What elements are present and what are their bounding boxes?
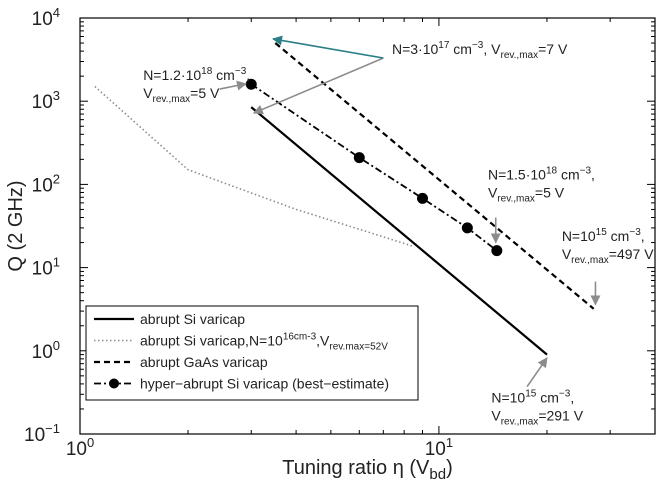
data-point [245, 78, 257, 90]
legend-label-3: abrupt GaAs varicap [140, 354, 268, 370]
y-tick-label: 102 [32, 171, 60, 196]
series-group [94, 42, 595, 356]
series-line-3 [274, 42, 595, 310]
legend-box [85, 305, 419, 401]
series-line-1 [250, 106, 548, 356]
annotation-2: N=3·1017 cm−3, Vrev.,max=7 V [392, 40, 568, 61]
y-tick-label: 10−1 [24, 421, 60, 446]
y-tick-label: 101 [32, 255, 60, 280]
annotations-group: N=1.2·1018 cm−3, Vrev.,max=5 V N=3·1017 cm… [143, 35, 654, 427]
data-point [491, 245, 503, 257]
y-tick-label: 104 [32, 5, 60, 30]
data-point [416, 192, 428, 204]
x-axis-label: Tuning ratio η (Vbd) [282, 457, 452, 480]
annotation-3: N=1.5·1018 cm−3, Vrev.,max=5 V [488, 165, 595, 204]
annotation-4: N=1015 cm−3, Vrev.,max=497 V [562, 227, 654, 266]
annotation-arrow [272, 35, 384, 59]
plot-area [79, 17, 656, 435]
legend-label-1: abrupt Si varicap [140, 311, 245, 327]
annotation-1: N=1.2·1018 cm−3, Vrev.,max=5 V [143, 66, 250, 105]
data-point [353, 152, 365, 164]
x-tick-label: 101 [425, 435, 453, 460]
annotation-arrow [219, 80, 247, 91]
data-point [461, 222, 473, 234]
legend-marker [109, 378, 119, 389]
legend-label-4: hyper−abrupt Si varicap (best−estimate) [140, 376, 389, 392]
y-tick-label: 100 [32, 338, 60, 363]
x-tick-label: 100 [66, 435, 94, 460]
plot-frame [79, 17, 656, 435]
series-line-4 [250, 83, 498, 252]
annotation-arrow [252, 57, 384, 115]
annotation-5: N=1015 cm−3, Vrev.,max=291 V [491, 388, 583, 427]
annotation-arrow [526, 357, 548, 388]
y-axis-label: Q (2 GHz) [5, 180, 27, 271]
y-tick-label: 103 [32, 88, 60, 113]
legend: abrupt Si varicap abrupt Si varicap,N=101… [85, 305, 419, 401]
legend-label-2: abrupt Si varicap,N=1016cm-3,Vrev.max=52… [140, 332, 388, 353]
